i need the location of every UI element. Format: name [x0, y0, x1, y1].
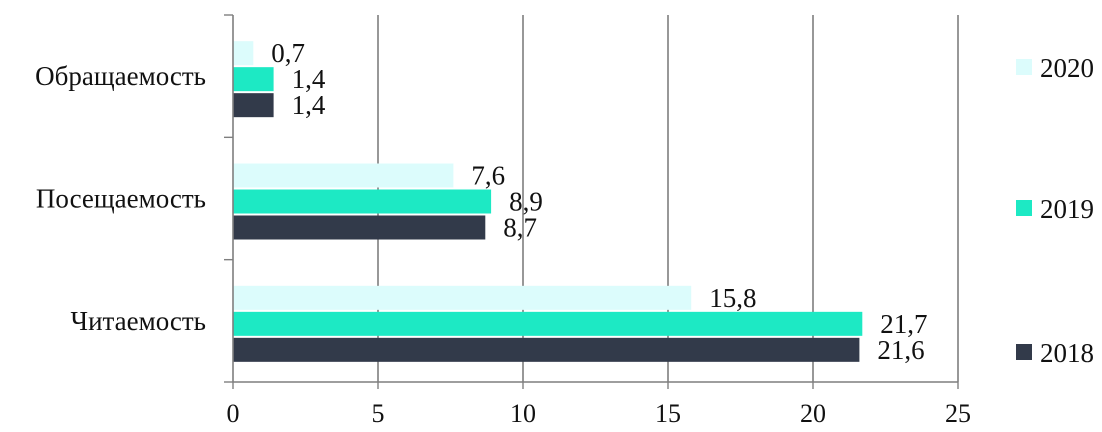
legend-label-2020: 2020	[1040, 53, 1094, 83]
legend: 2020 2019 2018	[1016, 53, 1094, 368]
bar-2018-1	[233, 215, 486, 240]
x-tick-label-0: 0	[227, 399, 240, 428]
legend-swatch-2018	[1016, 344, 1032, 360]
data-label-2019-1: 8,9	[509, 187, 543, 217]
data-label-2018-0: 1,4	[292, 90, 326, 120]
x-tick-label-20: 20	[800, 399, 826, 428]
bar-2018-2	[233, 337, 860, 362]
legend-label-2019: 2019	[1040, 194, 1094, 224]
category-label-1: Посещаемость	[36, 184, 206, 214]
legend-swatch-2019	[1016, 200, 1032, 216]
data-label-2020-1: 7,6	[471, 161, 505, 191]
bar-2020-0	[233, 41, 254, 66]
bar-2019-1	[233, 189, 492, 214]
data-label-2018-1: 8,7	[503, 213, 537, 243]
data-label-2020-0: 0,7	[271, 38, 305, 68]
category-label-2: Читаемость	[71, 306, 206, 336]
x-tick-label-5: 5	[372, 399, 385, 428]
bar-2018-0	[233, 93, 274, 118]
bars	[233, 41, 863, 362]
category-label-0: Обращаемость	[35, 61, 206, 91]
bar-2020-2	[233, 285, 692, 310]
data-labels: 0,71,41,47,68,98,715,821,721,6	[271, 38, 927, 365]
data-label-2020-2: 15,8	[709, 283, 756, 313]
x-tick-label-25: 25	[945, 399, 971, 428]
x-tick-label-10: 10	[510, 399, 536, 428]
bar-2019-0	[233, 67, 274, 92]
legend-label-2018: 2018	[1040, 338, 1094, 368]
bar-2019-2	[233, 311, 863, 336]
legend-swatch-2020	[1016, 59, 1032, 75]
bar-2020-1	[233, 163, 454, 188]
x-tick-label-15: 15	[655, 399, 681, 428]
data-label-2019-0: 1,4	[292, 64, 326, 94]
data-label-2018-2: 21,6	[877, 335, 924, 365]
data-label-2019-2: 21,7	[880, 309, 927, 339]
axes: 0 5 10 15 20 25 Обращаемость Посещаемость Читаем…	[35, 14, 971, 428]
